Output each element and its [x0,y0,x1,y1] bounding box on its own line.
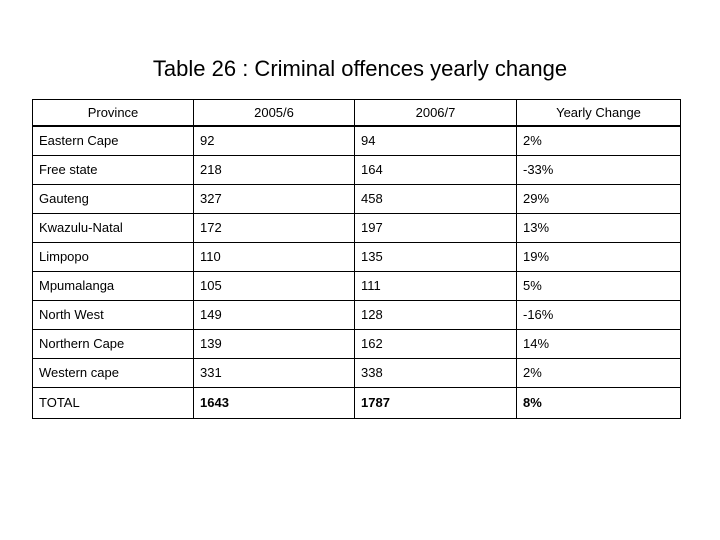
yearly-change-cell: 13% [516,213,681,243]
total-2006-7-cell: 1787 [354,387,517,419]
province-cell: Mpumalanga [32,271,194,301]
province-cell: Kwazulu-Natal [32,213,194,243]
province-cell: Western cape [32,358,194,388]
value-2005-6-cell: 327 [193,184,355,214]
province-cell: Free state [32,155,194,185]
value-2005-6-cell: 105 [193,271,355,301]
table-row: Western cape 331 338 2% [32,358,681,388]
value-2006-7-cell: 164 [354,155,517,185]
province-cell: Limpopo [32,242,194,272]
yearly-change-cell: 2% [516,358,681,388]
total-2005-6-cell: 1643 [193,387,355,419]
yearly-change-cell: -16% [516,300,681,330]
total-yearly-change-cell: 8% [516,387,681,419]
province-cell: Gauteng [32,184,194,214]
province-cell: Eastern Cape [32,125,194,156]
value-2006-7-cell: 162 [354,329,517,359]
table-row: Mpumalanga 105 111 5% [32,271,681,301]
total-label-cell: TOTAL [32,387,194,419]
table-row: Eastern Cape 92 94 2% [32,125,681,156]
column-header-2006-7: 2006/7 [354,99,517,127]
value-2006-7-cell: 338 [354,358,517,388]
value-2005-6-cell: 149 [193,300,355,330]
column-header-2005-6: 2005/6 [193,99,355,127]
value-2006-7-cell: 458 [354,184,517,214]
value-2006-7-cell: 94 [354,125,517,156]
value-2005-6-cell: 139 [193,329,355,359]
yearly-change-cell: 29% [516,184,681,214]
value-2006-7-cell: 135 [354,242,517,272]
table-row: Northern Cape 139 162 14% [32,329,681,359]
province-cell: North West [32,300,194,330]
yearly-change-cell: 5% [516,271,681,301]
column-header-yearly-change: Yearly Change [516,99,681,127]
yearly-change-cell: 19% [516,242,681,272]
column-header-province: Province [32,99,194,127]
offences-table: Province 2005/6 2006/7 Yearly Change Eas… [32,99,681,419]
value-2005-6-cell: 110 [193,242,355,272]
yearly-change-cell: 2% [516,125,681,156]
value-2006-7-cell: 111 [354,271,517,301]
table-row: Free state 218 164 -33% [32,155,681,185]
value-2006-7-cell: 128 [354,300,517,330]
value-2006-7-cell: 197 [354,213,517,243]
page-title: Table 26 : Criminal offences yearly chan… [152,56,568,81]
province-cell: Northern Cape [32,329,194,359]
yearly-change-cell: -33% [516,155,681,185]
table-row: Gauteng 327 458 29% [32,184,681,214]
value-2005-6-cell: 331 [193,358,355,388]
header-row: Province 2005/6 2006/7 Yearly Change [32,99,681,127]
table-row: North West 149 128 -16% [32,300,681,330]
total-row: TOTAL 1643 1787 8% [32,387,681,419]
value-2005-6-cell: 92 [193,125,355,156]
value-2005-6-cell: 172 [193,213,355,243]
yearly-change-cell: 14% [516,329,681,359]
value-2005-6-cell: 218 [193,155,355,185]
table-row: Kwazulu-Natal 172 197 13% [32,213,681,243]
table-row: Limpopo 110 135 19% [32,242,681,272]
